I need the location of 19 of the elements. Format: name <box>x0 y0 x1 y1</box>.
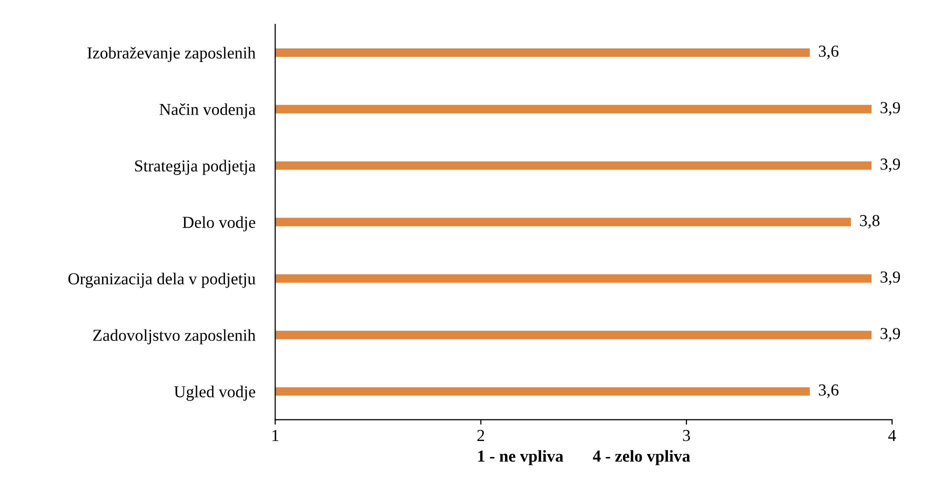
x-tick-label: 3 <box>683 430 690 442</box>
y-tick-label: Izobraževanje zaposlenih <box>87 46 256 62</box>
y-tick-label: Zadovoljstvo zaposlenih <box>93 329 256 344</box>
y-tick-label: Delo vodje <box>182 216 256 232</box>
data-label: 3,9 <box>880 158 900 172</box>
data-label: 3,6 <box>818 46 838 60</box>
data-label: 3,9 <box>880 271 900 286</box>
x-tick-label: 4 <box>888 430 896 441</box>
y-tick-label: Ugled vodje <box>174 386 256 401</box>
data-label: 3,9 <box>880 102 900 116</box>
x-tick-label: 2 <box>477 430 484 441</box>
data-label: 3,6 <box>818 384 838 398</box>
x-axis-title: 1 - ne vpliva 4 - zelo vpliva <box>478 450 690 466</box>
data-label: 3,9 <box>880 328 900 342</box>
y-tick-label: Način vodenja <box>160 103 256 118</box>
x-tick-label: 1 <box>272 430 278 441</box>
y-tick-label: Strategija podjetja <box>135 160 256 175</box>
data-label: 3,8 <box>860 214 880 229</box>
y-tick-label: Organizacija dela v podjetju <box>68 272 256 288</box>
